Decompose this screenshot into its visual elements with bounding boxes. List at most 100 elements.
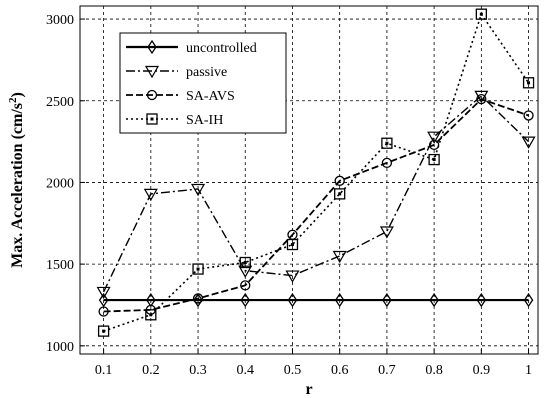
series-sa-avs-point	[192, 293, 204, 304]
series-sa-ih-point-center	[149, 313, 153, 317]
y-tick-label: 1500	[46, 258, 74, 273]
y-axis-label-main: Max. Acceleration (cm/s	[9, 103, 26, 268]
series-sa-ih-point-outline	[522, 77, 535, 89]
series-sa-ih-point	[381, 137, 393, 149]
series-uncontrolled-point	[429, 292, 439, 308]
series-passive	[96, 90, 536, 300]
legend: uncontrolled passive SA-AVS SA-IH	[119, 32, 287, 134]
series-sa-ih-point-center	[243, 261, 247, 265]
x-tick-label: 0.3	[189, 363, 207, 378]
series-sa-ih-point-outline	[286, 238, 299, 251]
y-tick-label: 2000	[46, 176, 74, 191]
series-uncontrolled	[98, 292, 534, 308]
series-sa-ih-point-center	[385, 141, 389, 145]
series-layer	[96, 8, 536, 337]
series-sa-ih-point-center	[338, 192, 342, 196]
legend-entry-sa-ih-marker-outline	[146, 113, 158, 125]
series-sa-ih-point-center	[479, 12, 483, 16]
series-uncontrolled-point	[98, 292, 109, 308]
series-sa-ih-point	[145, 309, 157, 321]
series-sa-ih-point-outline	[428, 153, 440, 166]
series-uncontrolled-point	[476, 292, 487, 308]
series-sa-ih-point-outline	[475, 8, 487, 20]
series-uncontrolled-point	[287, 292, 298, 308]
series-passive-point	[96, 286, 111, 300]
x-tick-label: 0.5	[284, 363, 302, 378]
series-sa-ih-point-center	[432, 158, 436, 162]
series-uncontrolled-point	[382, 292, 392, 308]
y-axis-label-close: )	[9, 92, 26, 97]
series-sa-ih-point	[475, 8, 487, 20]
series-passive-point	[427, 131, 442, 144]
series-sa-ih-point	[239, 256, 251, 269]
series-sa-ih-point-outline	[192, 263, 204, 275]
series-passive-point	[332, 250, 347, 264]
series-passive-point	[143, 188, 158, 202]
y-tick-label: 3000	[46, 13, 74, 28]
series-sa-ih-point-outline	[97, 325, 110, 337]
series-passive-point	[285, 270, 300, 283]
series-uncontrolled-point	[523, 292, 534, 308]
series-passive-point	[521, 136, 536, 149]
legend-entry-sa-ih-marker	[146, 113, 158, 125]
series-sa-ih-point-outline	[334, 188, 346, 200]
series-sa-ih-point	[97, 325, 110, 337]
x-tick-label: 0.1	[95, 363, 113, 378]
series-passive-point	[191, 183, 206, 197]
x-tick-label: 1	[525, 363, 532, 378]
y-axis-label-sup: 2	[7, 97, 19, 103]
series-sa-avs-point	[476, 93, 487, 105]
legend-entry-sa-ih-label: SA-IH	[186, 113, 223, 128]
series-uncontrolled-point	[240, 292, 251, 308]
series-sa-ih-point-center	[290, 243, 294, 247]
legend-entry-sa-ih-marker-center	[150, 117, 154, 121]
x-axis-label: r	[305, 381, 312, 398]
legend-entry-sa-ih: SA-IH	[126, 113, 223, 128]
legend-entry-passive-label: passive	[186, 65, 227, 80]
legend-entry-sa-avs: SA-AVS	[126, 89, 235, 104]
legend-entry-sa-avs-label: SA-AVS	[186, 89, 235, 104]
series-uncontrolled-point	[193, 292, 203, 308]
series-sa-avs-point	[240, 280, 251, 291]
series-sa-ih-point	[286, 238, 299, 251]
series-sa-ih-point-center	[196, 267, 200, 271]
x-tick-label: 0.4	[237, 363, 255, 378]
y-tick-labels: 1000 1500 2000 2500 3000	[46, 13, 74, 355]
legend-entry-uncontrolled: uncontrolled	[126, 39, 257, 56]
series-passive-point	[379, 226, 394, 239]
y-axis-label: Max. Acceleration (cm/s2)	[7, 92, 26, 268]
x-tick-label: 0.2	[142, 363, 160, 378]
x-tick-label: 0.7	[378, 363, 396, 378]
series-sa-avs-point	[334, 175, 345, 186]
series-sa-ih-point	[334, 188, 346, 200]
ticks-layer	[80, 18, 530, 354]
x-tick-label: 0.9	[473, 363, 491, 378]
x-tick-label: 0.8	[425, 363, 443, 378]
legend-entry-passive-marker	[144, 65, 160, 79]
series-sa-ih	[97, 8, 535, 337]
series-sa-ih-point-center	[102, 329, 106, 333]
y-tick-label: 1000	[46, 340, 74, 355]
series-sa-avs-point	[98, 306, 109, 317]
grid-lines	[80, 6, 538, 354]
series-sa-avs-point	[428, 139, 440, 151]
series-sa-ih-point-outline	[145, 309, 157, 321]
legend-entry-passive: passive	[126, 65, 227, 80]
series-sa-ih-point-center	[527, 81, 531, 85]
series-passive-point	[238, 265, 253, 278]
series-passive-point	[474, 90, 489, 104]
series-passive-line	[102, 94, 530, 293]
series-sa-ih-point	[192, 263, 204, 275]
series-uncontrolled-point	[146, 292, 156, 308]
x-tick-label: 0.6	[331, 363, 349, 378]
legend-entry-uncontrolled-label: uncontrolled	[186, 41, 257, 56]
series-sa-ih-point-outline	[381, 137, 393, 149]
series-sa-avs-point	[523, 110, 534, 121]
y-tick-label: 2500	[46, 95, 74, 110]
legend-entry-sa-avs-marker	[146, 89, 158, 101]
series-uncontrolled-point	[334, 292, 345, 308]
legend-entry-uncontrolled-marker	[147, 39, 157, 55]
plot-frame	[79, 5, 539, 355]
series-sa-ih-point	[522, 77, 535, 89]
